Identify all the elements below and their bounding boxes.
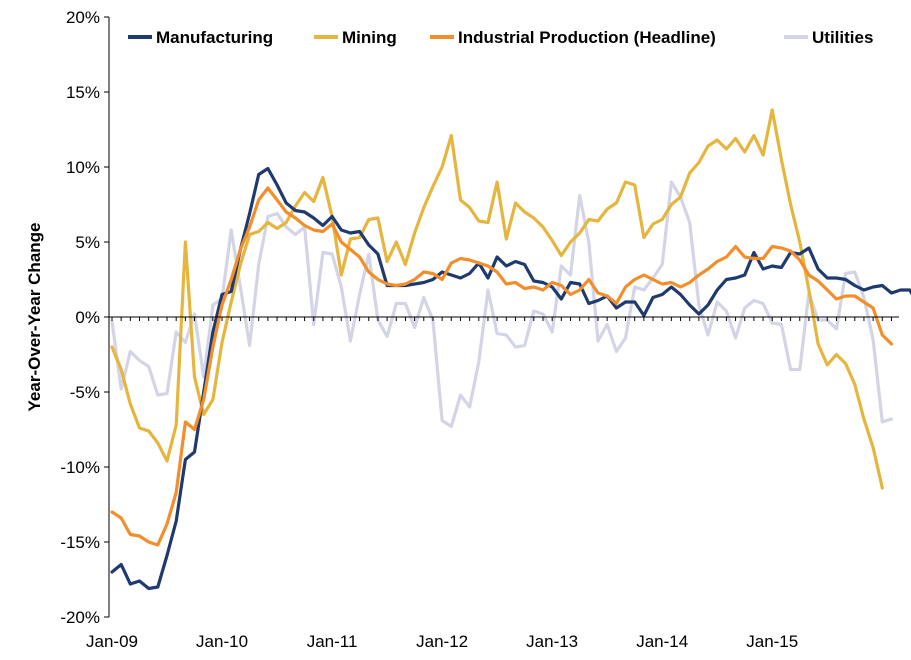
x-ticks: Jan-09 Jan-10 Jan-11 Jan-12 Jan-13 Jan-14 Jan-…	[86, 317, 892, 651]
x-tick-label: Jan-12	[416, 632, 468, 651]
axes	[108, 17, 899, 617]
series-line-utilities	[110, 180, 894, 429]
legend: Manufacturing Mining Industrial Production…	[128, 28, 873, 47]
legend-label: Mining	[342, 28, 397, 47]
y-tick-label: 15%	[66, 83, 100, 102]
y-tick-label: -20%	[60, 608, 100, 627]
y-ticks: 20% 15% 10% 5% 0% -5% -10% -15% -20%	[60, 8, 109, 627]
y-tick-label: 10%	[66, 158, 100, 177]
y-tick-label: 20%	[66, 8, 100, 27]
y-tick-label: -15%	[60, 533, 100, 552]
x-tick-label: Jan-11	[307, 632, 358, 651]
plot-lines	[110, 108, 911, 591]
y-tick-label: 5%	[75, 233, 100, 252]
series-line-mining	[110, 108, 884, 490]
series-line-industrial-production-headline	[110, 186, 894, 547]
y-tick-label: 0%	[75, 308, 100, 327]
x-tick-label: Jan-09	[86, 632, 138, 651]
x-tick-label: Jan-13	[526, 632, 578, 651]
legend-label: Manufacturing	[156, 28, 273, 47]
x-tick-label: Jan-15	[746, 632, 798, 651]
y-tick-label: -5%	[70, 383, 100, 402]
legend-label: Industrial Production (Headline)	[458, 28, 716, 47]
x-tick-label: Jan-10	[196, 632, 248, 651]
y-axis-label: Year-Over-Year Change	[25, 223, 44, 412]
x-tick-label: Jan-14	[636, 632, 688, 651]
legend-label: Utilities	[812, 28, 873, 47]
y-tick-label: -10%	[60, 458, 100, 477]
